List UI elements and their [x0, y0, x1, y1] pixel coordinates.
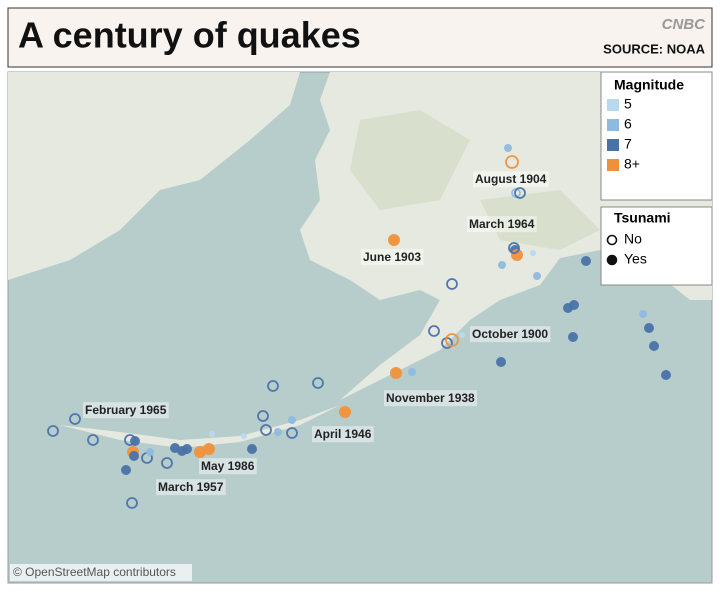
quake-marker — [257, 410, 269, 422]
quake-marker — [530, 250, 536, 256]
quake-marker — [126, 497, 138, 509]
quake-marker — [644, 323, 654, 333]
quake-marker — [182, 444, 192, 454]
quake-marker — [569, 300, 579, 310]
legend-label: 6 — [624, 116, 632, 132]
annotation-bg — [83, 402, 169, 419]
legend-box — [600, 206, 713, 286]
title: A century of quakes — [18, 15, 361, 56]
logo: CNBC — [662, 16, 706, 33]
quake-marker — [47, 425, 59, 437]
quake-marker — [241, 433, 247, 439]
annotation-bg — [473, 171, 549, 188]
land-park — [480, 190, 600, 250]
quake-marker — [428, 325, 440, 337]
quake-marker — [514, 187, 526, 199]
quake-marker — [639, 310, 647, 318]
annotation: May 1986 — [201, 459, 255, 473]
legend-swatch — [607, 99, 619, 111]
quake-marker — [505, 155, 519, 169]
quake-marker — [87, 434, 99, 446]
quake-marker — [511, 249, 523, 261]
legend-label: 8+ — [624, 156, 640, 172]
attribution: © OpenStreetMap contributors — [13, 565, 176, 579]
quake-marker — [203, 443, 215, 455]
quake-marker — [388, 234, 400, 246]
legend-swatch — [607, 139, 619, 151]
quake-marker — [129, 451, 139, 461]
legend-label: Yes — [624, 251, 647, 267]
legend-title: Tsunami — [614, 210, 671, 226]
annotation: June 1903 — [363, 250, 421, 264]
legend-label: 5 — [624, 96, 632, 112]
header-box — [7, 7, 713, 68]
quake-marker — [339, 406, 351, 418]
islands — [60, 405, 340, 448]
quake-marker — [288, 416, 296, 424]
quake-marker — [446, 278, 458, 290]
attribution-bg — [10, 564, 192, 581]
annotation: March 1957 — [158, 480, 224, 494]
annotation-bg — [361, 249, 424, 266]
source: SOURCE: NOAA — [603, 41, 705, 56]
quake-marker — [286, 427, 298, 439]
quake-marker — [247, 444, 257, 454]
quake-marker — [533, 272, 541, 280]
legend-label: 7 — [624, 136, 632, 152]
quake-marker — [459, 332, 465, 338]
quake-marker — [581, 256, 591, 266]
annotation: November 1938 — [386, 391, 475, 405]
quake-marker — [408, 368, 416, 376]
legend-label: No — [624, 231, 642, 247]
legend-swatch — [607, 159, 619, 171]
quake-marker — [260, 424, 272, 436]
land-park — [350, 110, 470, 210]
legend-symbol — [606, 254, 618, 266]
annotation-bg — [156, 479, 226, 496]
quake-marker — [124, 434, 136, 446]
quake-marker — [121, 465, 131, 475]
quake-marker — [274, 428, 282, 436]
legend-box — [600, 71, 713, 201]
quake-marker — [445, 333, 459, 347]
annotation: April 1946 — [314, 427, 372, 441]
quake-marker — [267, 380, 279, 392]
quake-marker — [498, 261, 506, 269]
annotation: August 1904 — [475, 172, 547, 186]
quake-marker — [504, 144, 512, 152]
quake-marker — [390, 367, 402, 379]
quake-marker — [649, 341, 659, 351]
quake-marker — [209, 431, 215, 437]
annotation-bg — [470, 326, 551, 343]
quake-marker — [496, 357, 506, 367]
land — [8, 72, 300, 280]
annotation-bg — [199, 458, 257, 475]
quake-marker — [146, 448, 154, 456]
annotation: February 1965 — [85, 403, 167, 417]
quake-marker — [568, 332, 578, 342]
map — [7, 71, 713, 584]
quake-marker — [69, 413, 81, 425]
quake-marker — [661, 370, 671, 380]
annotation-bg — [384, 390, 478, 407]
legend-symbol — [606, 234, 618, 246]
quake-marker — [508, 242, 520, 254]
quake-marker — [161, 457, 173, 469]
annotation: October 1900 — [472, 327, 548, 341]
legend-title: Magnitude — [614, 77, 684, 93]
annotation: March 1964 — [469, 217, 535, 231]
quake-marker — [312, 377, 324, 389]
legend-swatch — [607, 119, 619, 131]
annotation-bg — [312, 426, 374, 443]
annotation-bg — [467, 216, 537, 233]
